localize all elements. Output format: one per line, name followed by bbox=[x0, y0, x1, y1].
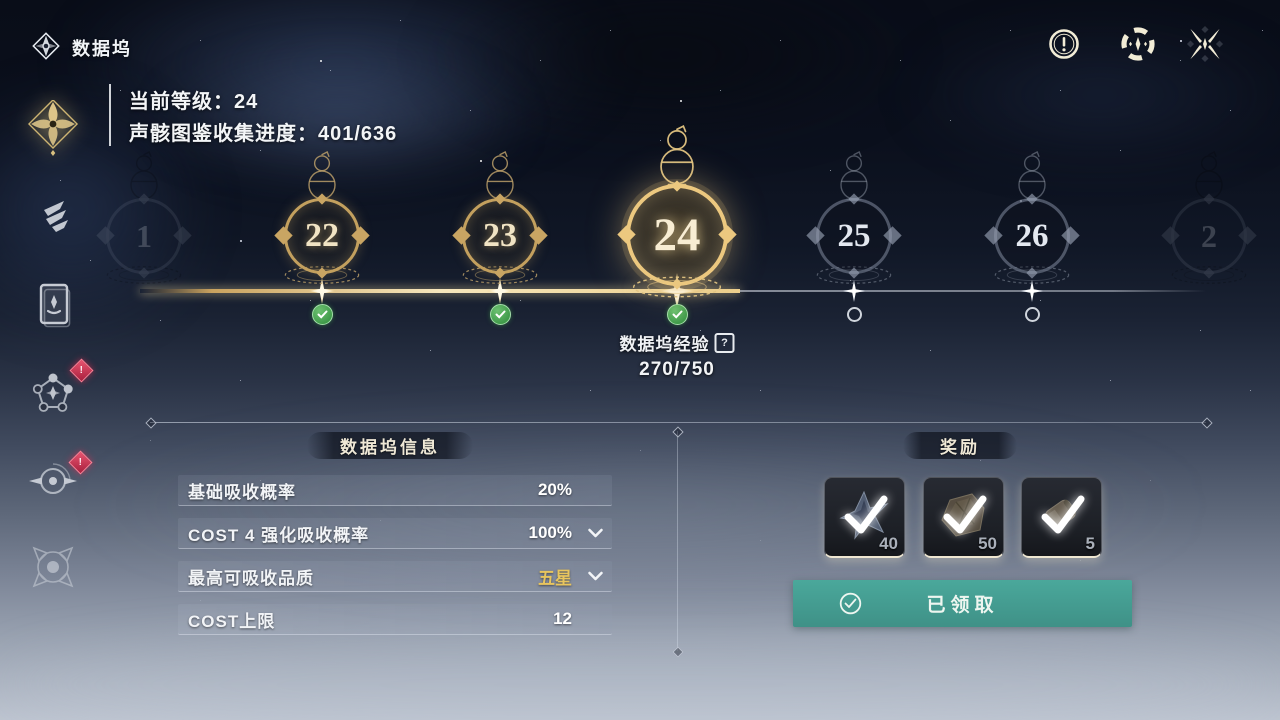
milestone-check-icon bbox=[667, 304, 688, 325]
sidebar-item-tuner[interactable]: ! bbox=[28, 450, 93, 507]
level-node[interactable]: 25 bbox=[784, 150, 924, 286]
claimed-button[interactable]: 已领取 bbox=[793, 580, 1132, 627]
level-node[interactable]: 2 bbox=[1139, 150, 1279, 286]
section-divider-horizontal bbox=[150, 422, 1206, 423]
burst-x-icon[interactable] bbox=[1186, 25, 1224, 63]
collection-progress-line: 声骸图鉴收集进度：401/636 bbox=[129, 117, 397, 146]
sidebar-item-collection[interactable]: ! bbox=[29, 358, 94, 424]
haze-decor bbox=[0, 635, 1280, 720]
milestone-open-dot bbox=[847, 307, 862, 322]
sidebar-item-data-dock[interactable] bbox=[28, 100, 80, 156]
current-level-label: 当前等级： bbox=[129, 91, 234, 113]
reward-item[interactable]: 40 bbox=[824, 477, 905, 558]
page-title: 数据坞 bbox=[72, 39, 132, 59]
info-row-label: COST 4 强化吸收概率 bbox=[188, 525, 370, 545]
info-row: COST上限 12 bbox=[178, 604, 612, 635]
current-level-value: 24 bbox=[234, 91, 259, 113]
rewards-title: 奖励 bbox=[903, 432, 1017, 459]
header-divider bbox=[109, 84, 111, 146]
milestone-check-icon bbox=[312, 304, 333, 325]
level-number: 1 bbox=[136, 217, 152, 254]
sidebar-item-exploration[interactable] bbox=[26, 540, 80, 594]
level-number: 26 bbox=[1015, 217, 1049, 254]
exp-label: 数据坞经验 bbox=[619, 335, 710, 354]
resonance-ring-icon[interactable] bbox=[1119, 25, 1157, 63]
info-row-value: 五星 bbox=[538, 568, 572, 588]
sidebar-item-echo-card[interactable] bbox=[33, 281, 73, 329]
exp-value: 270/750 bbox=[639, 359, 715, 380]
starfield-bright bbox=[0, 0, 2, 2]
current-level-line: 当前等级：24 bbox=[129, 85, 258, 114]
info-row-label: 基础吸收概率 bbox=[188, 482, 296, 502]
help-icon[interactable]: ? bbox=[714, 332, 735, 353]
reward-item[interactable]: 5 bbox=[1021, 477, 1102, 558]
level-node[interactable]: 1 bbox=[74, 150, 214, 286]
info-row: 基础吸收概率 20% bbox=[178, 475, 612, 506]
data-dock-icon bbox=[32, 32, 60, 60]
circle-check-icon bbox=[839, 592, 862, 615]
collection-label: 声骸图鉴收集进度： bbox=[129, 123, 318, 145]
divider-diamond bbox=[145, 417, 157, 429]
exp-rail-empty bbox=[740, 290, 1206, 292]
milestone-check-icon bbox=[490, 304, 511, 325]
claimed-button-label: 已领取 bbox=[926, 595, 999, 616]
reward-quantity: 50 bbox=[978, 534, 997, 553]
claimed-check-icon bbox=[1041, 495, 1085, 534]
exp-rail-filled bbox=[140, 289, 740, 293]
level-number: 23 bbox=[483, 217, 517, 254]
level-node-current[interactable]: 24 bbox=[607, 124, 747, 300]
divider-diamond bbox=[672, 426, 684, 438]
divider-diamond bbox=[672, 646, 684, 658]
claimed-check-icon bbox=[844, 495, 888, 534]
level-number: 22 bbox=[305, 217, 339, 254]
collection-value: 401/636 bbox=[318, 123, 398, 145]
level-node[interactable]: 26 bbox=[962, 150, 1102, 286]
sidebar-item-signature[interactable] bbox=[36, 198, 72, 234]
level-number: 2 bbox=[1201, 217, 1217, 254]
level-node[interactable]: 22 bbox=[252, 150, 392, 286]
reward-quantity: 40 bbox=[879, 534, 898, 553]
level-number: 25 bbox=[837, 217, 871, 254]
chevron-down-icon[interactable] bbox=[587, 571, 604, 582]
level-node[interactable]: 23 bbox=[430, 150, 570, 286]
info-row-label: 最高可吸收品质 bbox=[188, 568, 314, 588]
divider-diamond bbox=[1201, 417, 1213, 429]
info-panel-title: 数据坞信息 bbox=[307, 432, 473, 459]
chevron-down-icon[interactable] bbox=[587, 528, 604, 539]
claimed-check-icon bbox=[943, 495, 987, 534]
milestone-open-dot bbox=[1025, 307, 1040, 322]
exp-readout: 数据坞经验 ? 270/750 bbox=[620, 330, 735, 381]
info-row-dropdown[interactable]: COST 4 强化吸收概率 100% bbox=[178, 518, 612, 549]
reward-item[interactable]: 50 bbox=[923, 477, 1004, 558]
info-row-dropdown[interactable]: 最高可吸收品质 五星 bbox=[178, 561, 612, 592]
info-row-value: 20% bbox=[537, 480, 572, 499]
cloud-decor bbox=[430, 0, 910, 140]
section-divider-vertical bbox=[677, 431, 678, 651]
alert-circle-icon[interactable] bbox=[1048, 28, 1080, 60]
info-row-value: 100% bbox=[528, 523, 572, 542]
reward-quantity: 5 bbox=[1085, 534, 1095, 553]
level-number: 24 bbox=[653, 209, 701, 261]
info-row-value: 12 bbox=[553, 609, 572, 628]
info-row-label: COST上限 bbox=[188, 611, 276, 631]
